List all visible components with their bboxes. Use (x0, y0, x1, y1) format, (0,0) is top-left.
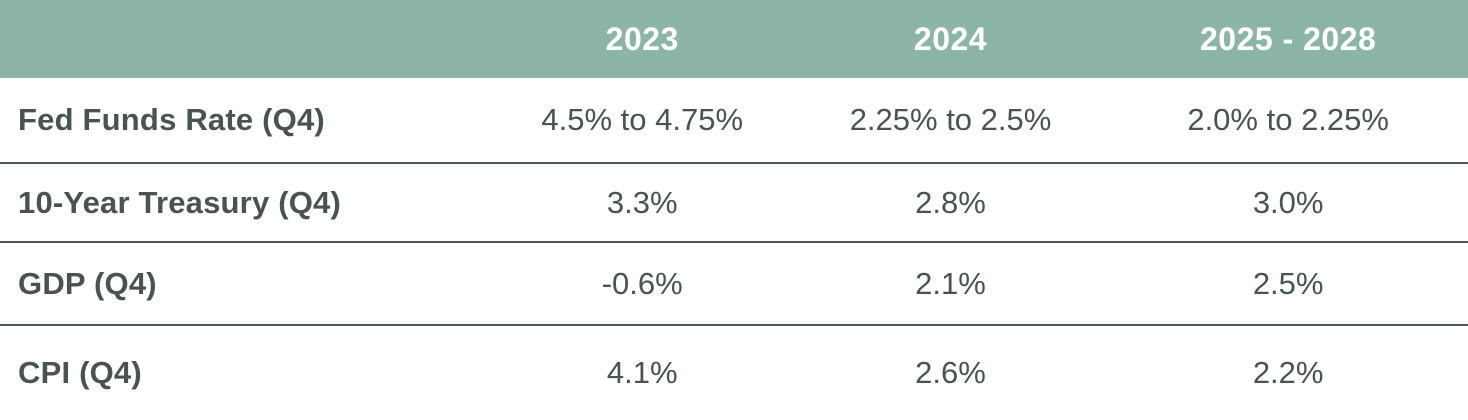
cell-value: 2.1% (792, 242, 1109, 326)
cell-value: 3.0% (1108, 163, 1468, 243)
table-row-10yr-treasury: 10-Year Treasury (Q4) 3.3% 2.8% 3.0% (0, 163, 1468, 243)
header-cell-2023: 2023 (491, 0, 793, 78)
row-label: Fed Funds Rate (Q4) (0, 78, 492, 164)
cell-value: 2.5% (1108, 242, 1468, 326)
cell-value: 2.8% (792, 163, 1109, 243)
row-label: GDP (Q4) (0, 242, 492, 326)
table-row-gdp: GDP (Q4) -0.6% 2.1% 2.5% (0, 242, 1468, 326)
table-body: Fed Funds Rate (Q4) 4.5% to 4.75% 2.25% … (0, 78, 1468, 420)
cell-value: 2.6% (792, 325, 1109, 420)
cell-value: -0.6% (491, 242, 793, 326)
cell-value: 4.5% to 4.75% (491, 78, 793, 164)
cell-value: 2.0% to 2.25% (1108, 78, 1468, 164)
header-cell-blank (0, 0, 492, 78)
table-row-fed-funds: Fed Funds Rate (Q4) 4.5% to 4.75% 2.25% … (0, 78, 1468, 164)
cell-value: 4.1% (491, 325, 793, 420)
row-label: 10-Year Treasury (Q4) (0, 163, 492, 243)
cell-value: 2.2% (1108, 325, 1468, 420)
table-row-cpi: CPI (Q4) 4.1% 2.6% 2.2% (0, 325, 1468, 420)
header-row: 2023 2024 2025 - 2028 (0, 0, 1468, 78)
table-header: 2023 2024 2025 - 2028 (0, 0, 1468, 78)
row-label: CPI (Q4) (0, 325, 492, 420)
cell-value: 2.25% to 2.5% (792, 78, 1109, 164)
header-cell-2025-2028: 2025 - 2028 (1108, 0, 1468, 78)
cell-value: 3.3% (491, 163, 793, 243)
header-cell-2024: 2024 (792, 0, 1109, 78)
